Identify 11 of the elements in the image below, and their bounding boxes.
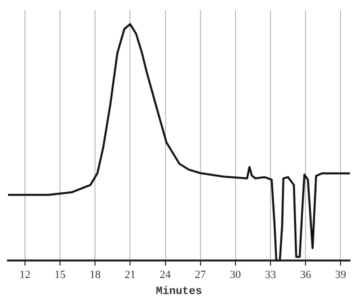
x-tick-label: 18 [90, 269, 102, 282]
x-tick-label: 15 [54, 269, 66, 282]
x-tick-label: 24 [160, 269, 172, 282]
x-tick-label: 36 [300, 269, 312, 282]
x-tick-label: 12 [19, 269, 30, 282]
x-tick-label: 33 [264, 269, 276, 282]
x-tick-label: 21 [124, 269, 136, 282]
x-tick-label: 30 [230, 269, 242, 282]
x-tick-label: 27 [194, 269, 206, 282]
x-tick-label: 39 [335, 269, 347, 282]
x-axis-title: Minutes [156, 286, 202, 298]
